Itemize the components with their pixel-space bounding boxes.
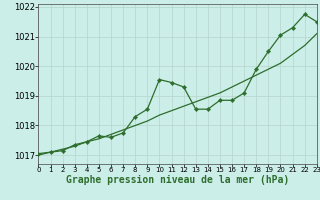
X-axis label: Graphe pression niveau de la mer (hPa): Graphe pression niveau de la mer (hPa) xyxy=(66,175,289,185)
